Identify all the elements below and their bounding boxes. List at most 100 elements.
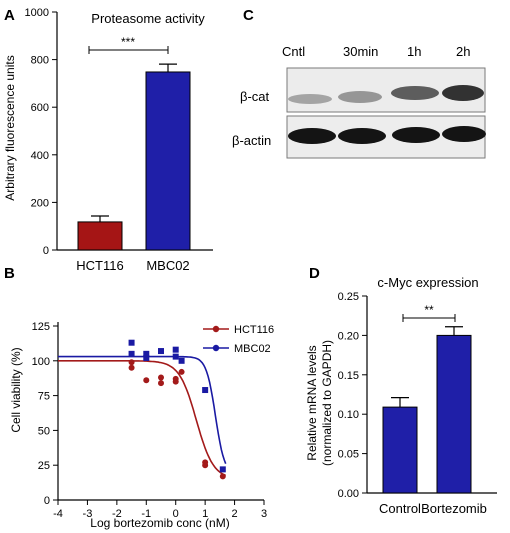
panel-b-x-ticks: -4 -3 -2 -1 0 1 2 3	[53, 500, 267, 520]
data-point-mbc02	[128, 339, 135, 346]
data-point-hct116	[178, 368, 185, 375]
a-ytick-label: 800	[31, 55, 49, 67]
b-xtick-label: 1	[202, 508, 208, 520]
panel-b-y-ticks: 0 25 50 75 100 125	[32, 321, 58, 507]
band-beta-cat-cntl	[288, 94, 332, 104]
b-ytick-label: 125	[32, 321, 50, 333]
d-ytick-label: 0.05	[338, 449, 359, 461]
b-xtick-label: 2	[232, 508, 238, 520]
legend-label-hct116: HCT116	[234, 324, 274, 336]
panel-d-title: c-Myc expression	[377, 275, 478, 290]
panel-b-fit-curves	[58, 355, 227, 477]
d-ytick-label: 0.10	[338, 409, 359, 421]
panel-d-significance: **	[402, 303, 456, 322]
panel-c: C Cntl 30min 1h 2h β-cat β-actin	[232, 7, 486, 159]
panel-d-ylabel-line1: Relative mRNA levels	[305, 345, 319, 460]
a-ytick-label: 400	[31, 150, 49, 162]
a-bar-hct116	[77, 221, 123, 251]
lane-label-30min: 30min	[343, 44, 378, 59]
a-ytick-label: 600	[31, 102, 49, 114]
data-point-mbc02	[202, 387, 209, 394]
b-xtick-label: -1	[141, 508, 151, 520]
fit-curve-mbc02	[58, 355, 227, 464]
panel-d-y-ticks: 0.00 0.05 0.10 0.15 0.20 0.25	[338, 291, 367, 500]
panel-d-sig-stars: **	[424, 303, 434, 317]
panel-d-bars	[382, 326, 472, 494]
data-point-mbc02	[172, 346, 179, 353]
blot-row-label-beta-actin: β-actin	[232, 133, 271, 148]
b-ytick-label: 25	[38, 460, 50, 472]
d-category-label: Bortezomib	[421, 501, 487, 516]
lane-label-1h: 1h	[407, 44, 421, 59]
panel-a-sig-stars: ***	[121, 35, 135, 49]
a-category-label: HCT116	[76, 258, 123, 273]
data-point-hct116	[172, 378, 179, 385]
legend-marker-mbc02	[212, 344, 220, 352]
data-point-hct116	[128, 359, 135, 366]
d-ytick-label: 0.20	[338, 330, 359, 342]
panel-a-letter: A	[4, 7, 15, 24]
lane-label-2h: 2h	[456, 44, 470, 59]
d-ytick-label: 0.25	[338, 291, 359, 303]
b-xtick-label: -3	[83, 508, 93, 520]
panel-a-y-ticks: 0 200 400 600 800 1000	[25, 7, 57, 257]
lane-label-cntl: Cntl	[282, 44, 305, 59]
b-xtick-label: 3	[261, 508, 267, 520]
band-beta-cat-1h	[391, 86, 439, 100]
panel-a-significance: ***	[88, 35, 169, 54]
data-point-mbc02	[178, 357, 185, 364]
band-beta-actin-1h	[392, 127, 440, 143]
data-point-mbc02	[143, 350, 150, 357]
band-beta-cat-30min	[338, 91, 382, 103]
data-point-hct116	[202, 462, 209, 469]
panel-c-letter: C	[243, 7, 254, 24]
a-ytick-label: 1000	[25, 7, 49, 19]
panel-b: B Cell viability (%) Log bortezomib conc…	[4, 265, 274, 530]
data-point-hct116	[128, 364, 135, 371]
data-point-mbc02	[158, 348, 164, 355]
b-ytick-label: 50	[38, 425, 50, 437]
d-ytick-label: 0.15	[338, 370, 359, 382]
legend-label-mbc02: MBC02	[234, 343, 271, 355]
panel-b-xlabel: Log bortezomib conc (nM)	[90, 516, 229, 530]
b-xtick-label: 0	[173, 508, 179, 520]
d-category-label: Control	[379, 501, 421, 516]
panel-a-title: Proteasome activity	[91, 11, 205, 26]
data-point-hct116	[143, 377, 150, 384]
panel-b-data-points	[128, 339, 226, 480]
panel-d-category-labels: Control Bortezomib	[379, 501, 487, 516]
panel-b-ylabel: Cell viability (%)	[9, 347, 23, 432]
fit-curve-hct116	[58, 360, 227, 477]
a-bar-mbc02	[145, 71, 191, 251]
data-point-hct116	[158, 374, 164, 381]
data-point-mbc02	[143, 355, 150, 362]
band-beta-cat-2h	[442, 85, 484, 101]
band-beta-actin-30min	[338, 128, 386, 144]
data-point-mbc02	[172, 353, 179, 360]
panel-a-ylabel: Arbitrary fluorescence units	[3, 55, 17, 200]
data-point-mbc02	[219, 466, 226, 473]
b-ytick-label: 0	[44, 495, 50, 507]
panel-b-letter: B	[4, 265, 15, 282]
d-bar-bortezomib	[436, 334, 472, 494]
a-category-label: MBC02	[146, 258, 189, 273]
panel-d-ylabel-line2: (normalized to GAPDH)	[320, 340, 334, 466]
band-beta-actin-2h	[442, 126, 486, 142]
band-beta-actin-cntl	[288, 128, 336, 144]
panel-a: A Proteasome activity Arbitrary fluoresc…	[3, 7, 213, 273]
panel-d-letter: D	[309, 265, 320, 282]
blot-row-label-beta-cat: β-cat	[240, 89, 270, 104]
d-ytick-label: 0.00	[338, 488, 359, 500]
d-bar-control	[382, 406, 418, 494]
a-ytick-label: 200	[31, 197, 49, 209]
b-ytick-label: 75	[38, 391, 50, 403]
b-xtick-label: -2	[112, 508, 122, 520]
data-point-hct116	[158, 380, 164, 387]
data-point-mbc02	[128, 350, 135, 357]
panel-b-legend: HCT116 MBC02	[203, 324, 274, 355]
a-ytick-label: 0	[43, 245, 49, 257]
panel-d: D c-Myc expression Relative mRNA levels …	[305, 265, 497, 516]
panel-a-category-labels: HCT116 MBC02	[76, 258, 189, 273]
data-point-hct116	[219, 473, 226, 480]
